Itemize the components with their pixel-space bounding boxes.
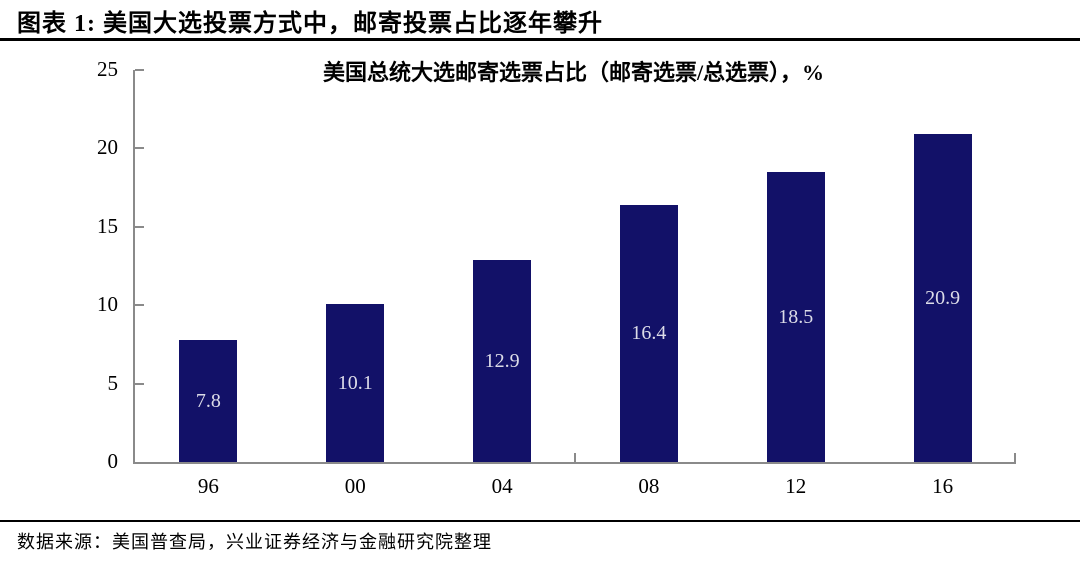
bar: 12.9 (473, 259, 532, 462)
y-axis-tick-label: 20 (97, 135, 118, 160)
bar: 20.9 (913, 134, 972, 462)
y-axis-tick-mark (135, 69, 144, 71)
x-axis-category-label: 04 (491, 474, 513, 498)
bar: 16.4 (619, 204, 678, 462)
bar-value-label: 10.1 (337, 371, 373, 394)
y-axis-tick-mark (135, 147, 144, 150)
y-axis-tick-mark (135, 382, 144, 385)
x-axis-category-label: 00 (344, 474, 366, 498)
x-axis-tick-mark (1014, 453, 1016, 462)
bar-value-label: 7.8 (195, 389, 221, 412)
y-axis-tick-label: 15 (97, 213, 118, 238)
bar-value-label: 12.9 (484, 349, 520, 372)
figure-title: 图表 1: 美国大选投票方式中，邮寄投票占比逐年攀升 (17, 11, 603, 37)
bar-value-label: 20.9 (925, 287, 961, 310)
bar: 10.1 (326, 303, 385, 462)
footer-divider (0, 520, 1080, 522)
bar: 7.8 (179, 339, 238, 462)
y-axis-tick-label: 10 (97, 292, 118, 317)
x-axis-category-label: 08 (638, 474, 660, 498)
y-axis-tick-label: 5 (107, 370, 119, 395)
header-divider (0, 38, 1080, 41)
y-axis-tick-label: 25 (97, 57, 118, 82)
chart-title: 美国总统大选邮寄选票占比（邮寄选票/总选票），% (322, 60, 825, 85)
x-axis-category-label: 96 (197, 474, 219, 498)
source-note: 数据来源：美国普查局，兴业证券经济与金融研究院整理 (17, 532, 492, 552)
y-axis-tick-mark (135, 225, 144, 228)
bar-value-label: 18.5 (778, 305, 814, 328)
x-axis-tick-mark (573, 453, 576, 462)
bar-value-label: 16.4 (631, 322, 667, 345)
x-axis-category-label: 16 (932, 474, 954, 498)
y-axis-tick-mark (135, 304, 144, 307)
y-axis-tick-label: 0 (107, 449, 119, 474)
plot-area: 0 5 10 15 20 25 7.8 96 10.1 00 12.9 04 16.4 08 18.5 12 2… (97, 59, 1016, 497)
x-axis-category-label: 12 (785, 474, 807, 498)
bar: 18.5 (766, 171, 825, 462)
